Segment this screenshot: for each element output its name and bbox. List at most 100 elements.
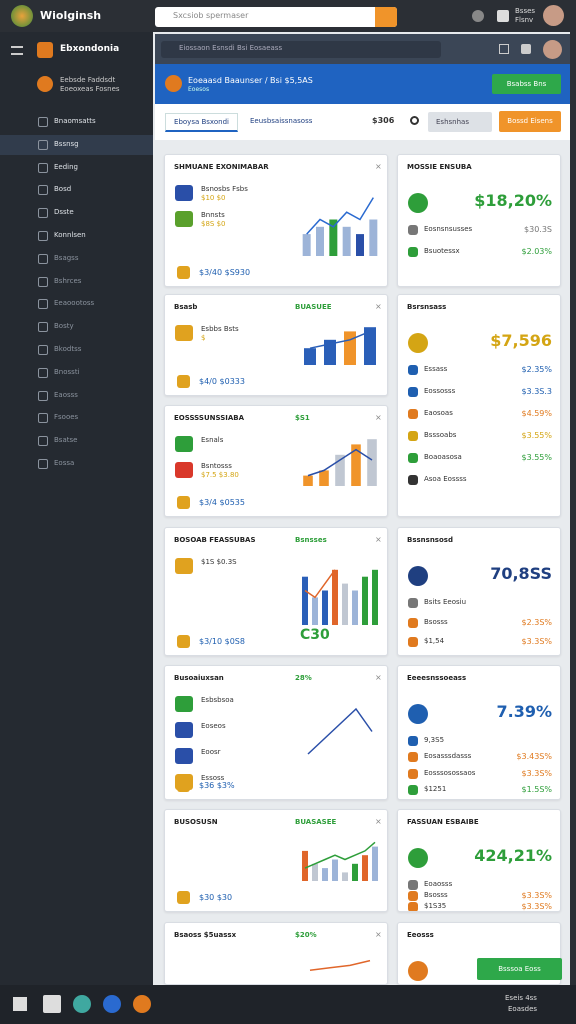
bar [372,846,378,881]
row-label: Esbsbsoa [201,696,234,704]
sidebar-title: Ebxondonia [60,44,120,54]
settings-icon[interactable] [497,10,509,22]
big-icon [408,848,428,868]
card-title: Bsaoss $5uassx [174,931,237,939]
menu-item[interactable]: Konnlsen [0,226,153,246]
row-value: $3.3S% [521,768,553,778]
menu-item[interactable]: Dsste [0,203,153,223]
row-icon [175,722,193,738]
menu-item[interactable]: Bshrces [0,272,153,292]
search-box[interactable]: Sxcsiob spermaser [155,7,397,27]
close-icon: × [375,930,382,939]
close-icon: × [375,302,382,311]
card-header-value: Bsnsses [295,536,327,544]
filter-value: $306 [372,116,395,125]
menu-label: Dsste [54,208,74,217]
card-header-value: 28% [295,674,312,682]
app-name: Wiolginsh [40,9,102,22]
menu-label: Fsooes [54,413,79,422]
banner-button[interactable]: Bsabss Bns [492,74,561,94]
taskbar-app[interactable] [103,995,121,1013]
card-header-value: $20% [295,931,317,939]
row-value: $1.5S% [521,784,553,794]
menu-icon [38,390,48,401]
menu-item[interactable]: Eaosss [0,386,153,406]
row-label: Boaoasosa [424,453,462,461]
user-name: Bsses [515,7,536,15]
banner-text: Eoeaasd Baaunser / Bsi $5,5AS [188,76,313,85]
menu-item[interactable]: Bnaomsatts [0,112,153,132]
bar [322,590,328,625]
menu-item[interactable]: Bosty [0,317,153,337]
sidebar: Ebxondonia Eebsde Faddsdt Eoeoxeas Fosnes B… [0,32,153,985]
profile-text: Eebsde Faddsdt [60,76,116,84]
footer-icon [177,891,190,904]
menu-item[interactable]: Bssnsg [0,134,153,155]
row-label: Eosssosossaos [424,768,476,777]
user-avatar[interactable] [543,5,564,26]
menu-item[interactable]: Bkodtss [0,340,153,360]
menu-label: Bnaomsatts [54,117,96,125]
notification-icon[interactable] [472,10,484,22]
menu-icon [38,322,48,333]
card-title: Bsasb [174,303,198,311]
header-icon[interactable] [521,44,531,54]
bar [367,439,377,486]
menu-item[interactable]: Bnossti [0,363,153,383]
bar [302,234,311,256]
row-icon [408,598,418,608]
row-icon [175,436,193,452]
menu-label: Bosty [54,322,74,331]
taskbar-app[interactable] [43,995,61,1013]
row-label: Essass [424,365,448,373]
row-icon [408,880,418,890]
search-button[interactable] [375,7,397,27]
menu-item[interactable]: Eossa [0,454,153,474]
taskbar-app[interactable] [133,995,151,1013]
card: Eeeesnssoeass 7.39% 9,3S5 Eosasssdasss $3.43… [397,665,561,800]
menu-item[interactable]: Eeding [0,158,153,178]
tab[interactable]: Eeusbsaissnasoss [250,117,313,125]
menu-label: Bnossti [54,367,80,376]
row-label: Bnnsts [201,211,225,219]
menu-item[interactable]: Eeaoootoss [0,294,153,314]
big-icon [408,193,428,213]
card: Bsaoss $5uassx $20% × [164,922,388,985]
row-icon [408,475,418,485]
select[interactable]: Eshsnhas [428,112,492,132]
row-icon [408,247,418,257]
header-search[interactable]: Eiossaon Esnsdi Bsi Eosaeass [161,41,441,58]
header-icon[interactable] [499,44,509,54]
row-label: Bsssoabs [424,431,457,439]
row-label: Eosasssdasss [424,752,472,761]
clock: Eseis 4ss [505,994,537,1002]
row-value: $30.3S [524,225,552,234]
bar [329,219,338,256]
header-avatar[interactable] [543,40,562,59]
menu-item[interactable]: Fsooes [0,408,153,428]
menu-icon [38,231,48,241]
row-icon [175,325,193,341]
menu-item[interactable]: Bosd [0,180,153,200]
search-text: Sxcsiob spermaser [173,11,249,20]
search-icon[interactable] [410,116,419,125]
start-button[interactable] [13,997,27,1011]
taskbar-app[interactable] [73,995,91,1013]
menu-icon [38,139,48,150]
toast[interactable]: Bsssoa Eoss [477,958,562,980]
bar [332,859,338,881]
menu-item[interactable]: Bsatse [0,431,153,451]
close-icon: × [375,673,382,682]
row-icon [408,617,418,628]
menu-item[interactable]: Bsagss [0,249,153,269]
bar [351,444,361,486]
row-label: Bsnosbs Fsbs [201,185,248,193]
tab[interactable]: Eboysa Bsxondi [165,113,238,132]
menu-label: Bsatse [54,436,78,445]
primary-button[interactable]: Bossd Eisens [499,111,561,132]
row-icon [175,185,193,201]
menu-toggle[interactable] [11,46,23,55]
card-header-value: BUASASEE [295,818,337,826]
footer-text: $4/0 $0333 [199,377,245,386]
menu-icon [38,276,48,287]
